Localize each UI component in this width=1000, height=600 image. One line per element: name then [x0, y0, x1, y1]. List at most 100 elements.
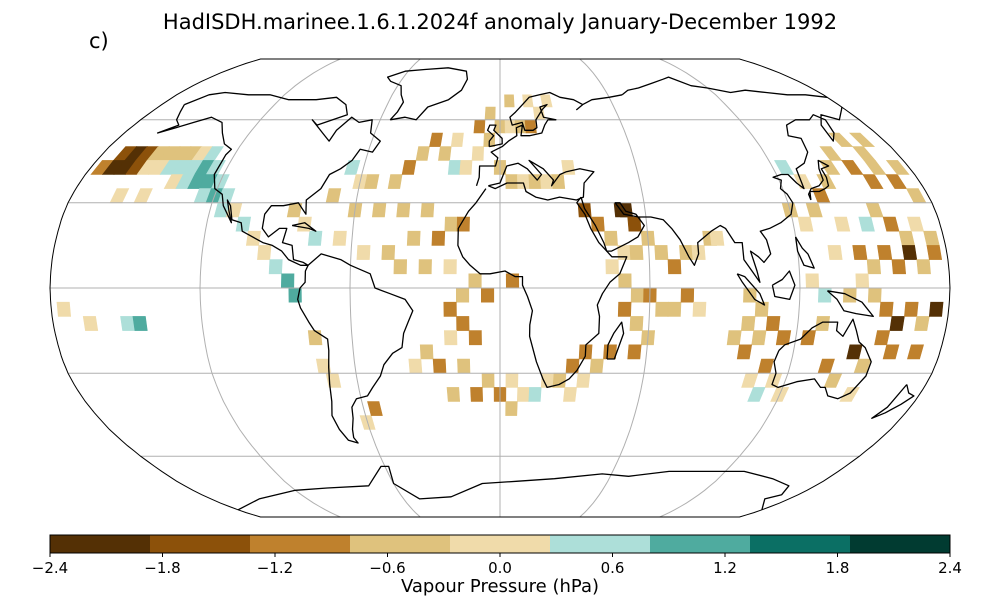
anomaly-cell [773, 160, 795, 175]
colorbar-tick-label: 1.2 [713, 559, 737, 577]
panel-label: c) [89, 29, 109, 53]
cuba-coast [291, 222, 317, 232]
anomaly-cell [627, 344, 642, 360]
colorbar-segment [450, 535, 551, 553]
anomaly-cell [431, 230, 446, 246]
asia-coast [580, 106, 843, 283]
anomaly-cell [381, 245, 396, 260]
europe-coast [475, 91, 623, 186]
colorbar-tick-label: −1.8 [144, 559, 180, 577]
anomaly-cell [367, 401, 383, 416]
map-outline [49, 58, 951, 518]
anomaly-cell [765, 316, 781, 331]
anomaly-cell [885, 160, 910, 175]
anomaly-cell [443, 301, 457, 317]
colorbar-segment [650, 535, 751, 553]
anomaly-cell [907, 344, 924, 360]
anomaly-cell [446, 387, 461, 402]
coastlines [156, 67, 915, 511]
colorbar-segment [850, 535, 951, 553]
anomaly-cell [754, 301, 769, 317]
colorbar-tick-label: 0.6 [601, 559, 625, 577]
anomaly-cell [907, 216, 924, 232]
anomaly-cell [456, 216, 470, 232]
anomaly-cell [344, 160, 361, 175]
colorbar-segment [550, 535, 651, 553]
anomaly-cell [406, 230, 421, 246]
anomaly-cell [332, 230, 347, 246]
anomaly-cell [132, 316, 148, 331]
madagascar-coast [606, 321, 625, 360]
anomaly-cell [882, 344, 900, 360]
anomaly-cell [56, 301, 72, 317]
anomaly-cell [928, 301, 944, 317]
colorbar-tick-label: −2.4 [32, 559, 68, 577]
anomaly-cell [605, 259, 619, 275]
anomaly-cell [356, 245, 371, 260]
anomaly-cell [827, 245, 843, 260]
colorbar-segment [350, 535, 451, 553]
map-title: HadISDH.marinee.1.6.1.2024f anomaly Janu… [162, 10, 838, 34]
anomaly-cell [882, 216, 900, 232]
japan-coast [807, 159, 830, 201]
anomaly-cell [604, 230, 618, 246]
anomaly-cell [839, 387, 860, 402]
colorbar-segment [750, 535, 851, 553]
anomaly-cell [747, 387, 766, 402]
south-america-coast [297, 253, 414, 444]
colorbar-tick-label: 0.0 [488, 559, 512, 577]
new-zealand-coast [871, 384, 915, 419]
anomaly-cell [590, 216, 605, 232]
anomaly-cell [800, 330, 816, 346]
anomaly-cell [815, 316, 831, 331]
anomaly-cell [505, 401, 518, 416]
anomaly-cell [470, 387, 484, 402]
uk-coast [486, 124, 503, 148]
anomaly-cell [456, 316, 470, 331]
anomaly-cell [740, 316, 756, 331]
anomaly-cell [926, 245, 943, 260]
colorbar-tick-label: 1.8 [826, 559, 850, 577]
colorbar-segment [50, 535, 151, 553]
colorbar-tick-label: 2.4 [938, 559, 962, 577]
graticule-lines [50, 58, 950, 518]
anomaly-cell [450, 132, 464, 147]
anomaly-cell [429, 132, 443, 147]
anomaly-cell [504, 94, 515, 108]
anomaly-cell [540, 94, 553, 108]
anomaly-cell [834, 216, 851, 232]
mediterranean-coast [488, 159, 595, 201]
anomaly-cell [874, 330, 891, 346]
australia-coast [771, 318, 872, 400]
greenland-coast [386, 67, 469, 121]
anomaly-cell [848, 132, 876, 147]
indonesia-coast [736, 273, 766, 306]
colorbar-segment [150, 535, 251, 553]
africa-coast [457, 188, 628, 389]
anomaly-cell [852, 245, 868, 260]
anomaly-cell [307, 330, 323, 346]
anomaly-cell [617, 301, 632, 317]
antarctica-coast [237, 465, 790, 511]
anomaly-cell [443, 330, 458, 346]
anomaly-cell [692, 301, 707, 317]
colorbar-tick-label: −0.6 [369, 559, 405, 577]
anomaly-cell [393, 259, 408, 275]
anomaly-cell [468, 330, 482, 346]
anomaly-cell [751, 330, 767, 346]
anomaly-cells [56, 94, 944, 430]
anomaly-cell [364, 174, 380, 189]
anomaly-cell [419, 344, 434, 360]
anomaly-cell [307, 230, 323, 246]
anomaly-cell [819, 146, 843, 161]
anomaly-cell [82, 316, 99, 331]
anomaly-cell [709, 230, 725, 246]
anomaly-cell [522, 94, 534, 108]
north-america-coast [156, 91, 381, 266]
anomaly-cell [726, 330, 742, 346]
borneo-coast [771, 270, 796, 301]
anomaly-cell [443, 259, 457, 275]
new-guinea-coast [826, 290, 874, 318]
anomaly-cell [736, 344, 753, 360]
